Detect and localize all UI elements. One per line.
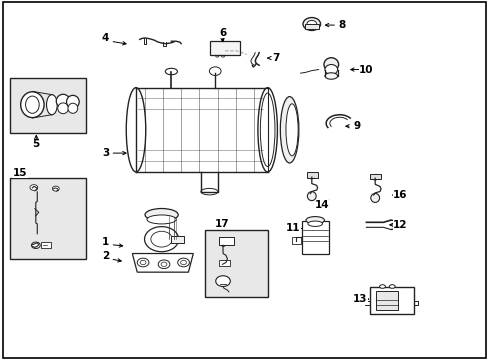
Text: 1: 1 <box>102 237 109 247</box>
Ellipse shape <box>285 104 298 156</box>
Ellipse shape <box>201 188 218 195</box>
Bar <box>369 287 413 315</box>
Text: 11: 11 <box>285 224 300 233</box>
Text: 6: 6 <box>219 28 226 38</box>
Bar <box>10 78 86 134</box>
Circle shape <box>144 226 178 252</box>
Circle shape <box>209 67 221 76</box>
Circle shape <box>303 18 320 31</box>
Ellipse shape <box>388 285 394 288</box>
Ellipse shape <box>325 73 337 79</box>
Ellipse shape <box>260 93 274 167</box>
Ellipse shape <box>370 193 379 202</box>
Ellipse shape <box>280 96 298 163</box>
Bar <box>219 260 229 266</box>
Circle shape <box>215 276 230 287</box>
Ellipse shape <box>257 87 277 172</box>
Ellipse shape <box>46 95 57 115</box>
Bar <box>306 172 317 178</box>
Circle shape <box>177 258 189 267</box>
Circle shape <box>180 260 186 265</box>
Circle shape <box>158 260 169 269</box>
Polygon shape <box>132 253 193 272</box>
Bar <box>219 237 233 245</box>
Text: 13: 13 <box>352 294 367 304</box>
Bar <box>375 291 397 310</box>
Bar <box>10 178 86 259</box>
Text: 10: 10 <box>358 64 373 75</box>
Text: 8: 8 <box>338 20 345 30</box>
Ellipse shape <box>58 103 68 114</box>
Ellipse shape <box>68 103 78 113</box>
Text: 3: 3 <box>102 148 109 158</box>
Text: 16: 16 <box>392 190 407 200</box>
Bar <box>305 24 318 30</box>
Ellipse shape <box>147 215 176 224</box>
Circle shape <box>220 30 225 34</box>
Text: 17: 17 <box>215 219 229 229</box>
Text: 15: 15 <box>13 168 27 178</box>
Bar <box>369 174 380 179</box>
Circle shape <box>151 231 172 247</box>
Circle shape <box>52 186 59 191</box>
Text: 4: 4 <box>102 33 109 43</box>
Ellipse shape <box>126 87 145 172</box>
Ellipse shape <box>66 95 79 108</box>
Text: 2: 2 <box>102 251 109 261</box>
Ellipse shape <box>25 96 39 113</box>
Circle shape <box>31 242 40 248</box>
Ellipse shape <box>145 208 178 221</box>
Bar <box>171 236 183 243</box>
Text: 9: 9 <box>352 121 360 131</box>
Ellipse shape <box>379 285 385 288</box>
Bar <box>204 230 267 297</box>
Ellipse shape <box>307 221 322 226</box>
Ellipse shape <box>165 68 177 75</box>
Text: 12: 12 <box>392 220 407 230</box>
Circle shape <box>137 258 149 267</box>
Text: 5: 5 <box>33 139 40 149</box>
Circle shape <box>161 262 166 266</box>
Ellipse shape <box>324 58 338 71</box>
Bar <box>292 237 301 244</box>
Bar <box>41 242 51 248</box>
Text: 14: 14 <box>315 200 329 210</box>
Ellipse shape <box>307 192 316 201</box>
Ellipse shape <box>20 92 44 118</box>
Ellipse shape <box>56 94 70 108</box>
Bar <box>302 221 328 253</box>
Text: 7: 7 <box>272 53 279 63</box>
Ellipse shape <box>305 217 324 224</box>
Bar <box>210 41 239 55</box>
Circle shape <box>140 260 146 265</box>
Circle shape <box>306 21 316 28</box>
Ellipse shape <box>325 64 337 75</box>
Circle shape <box>30 185 38 190</box>
